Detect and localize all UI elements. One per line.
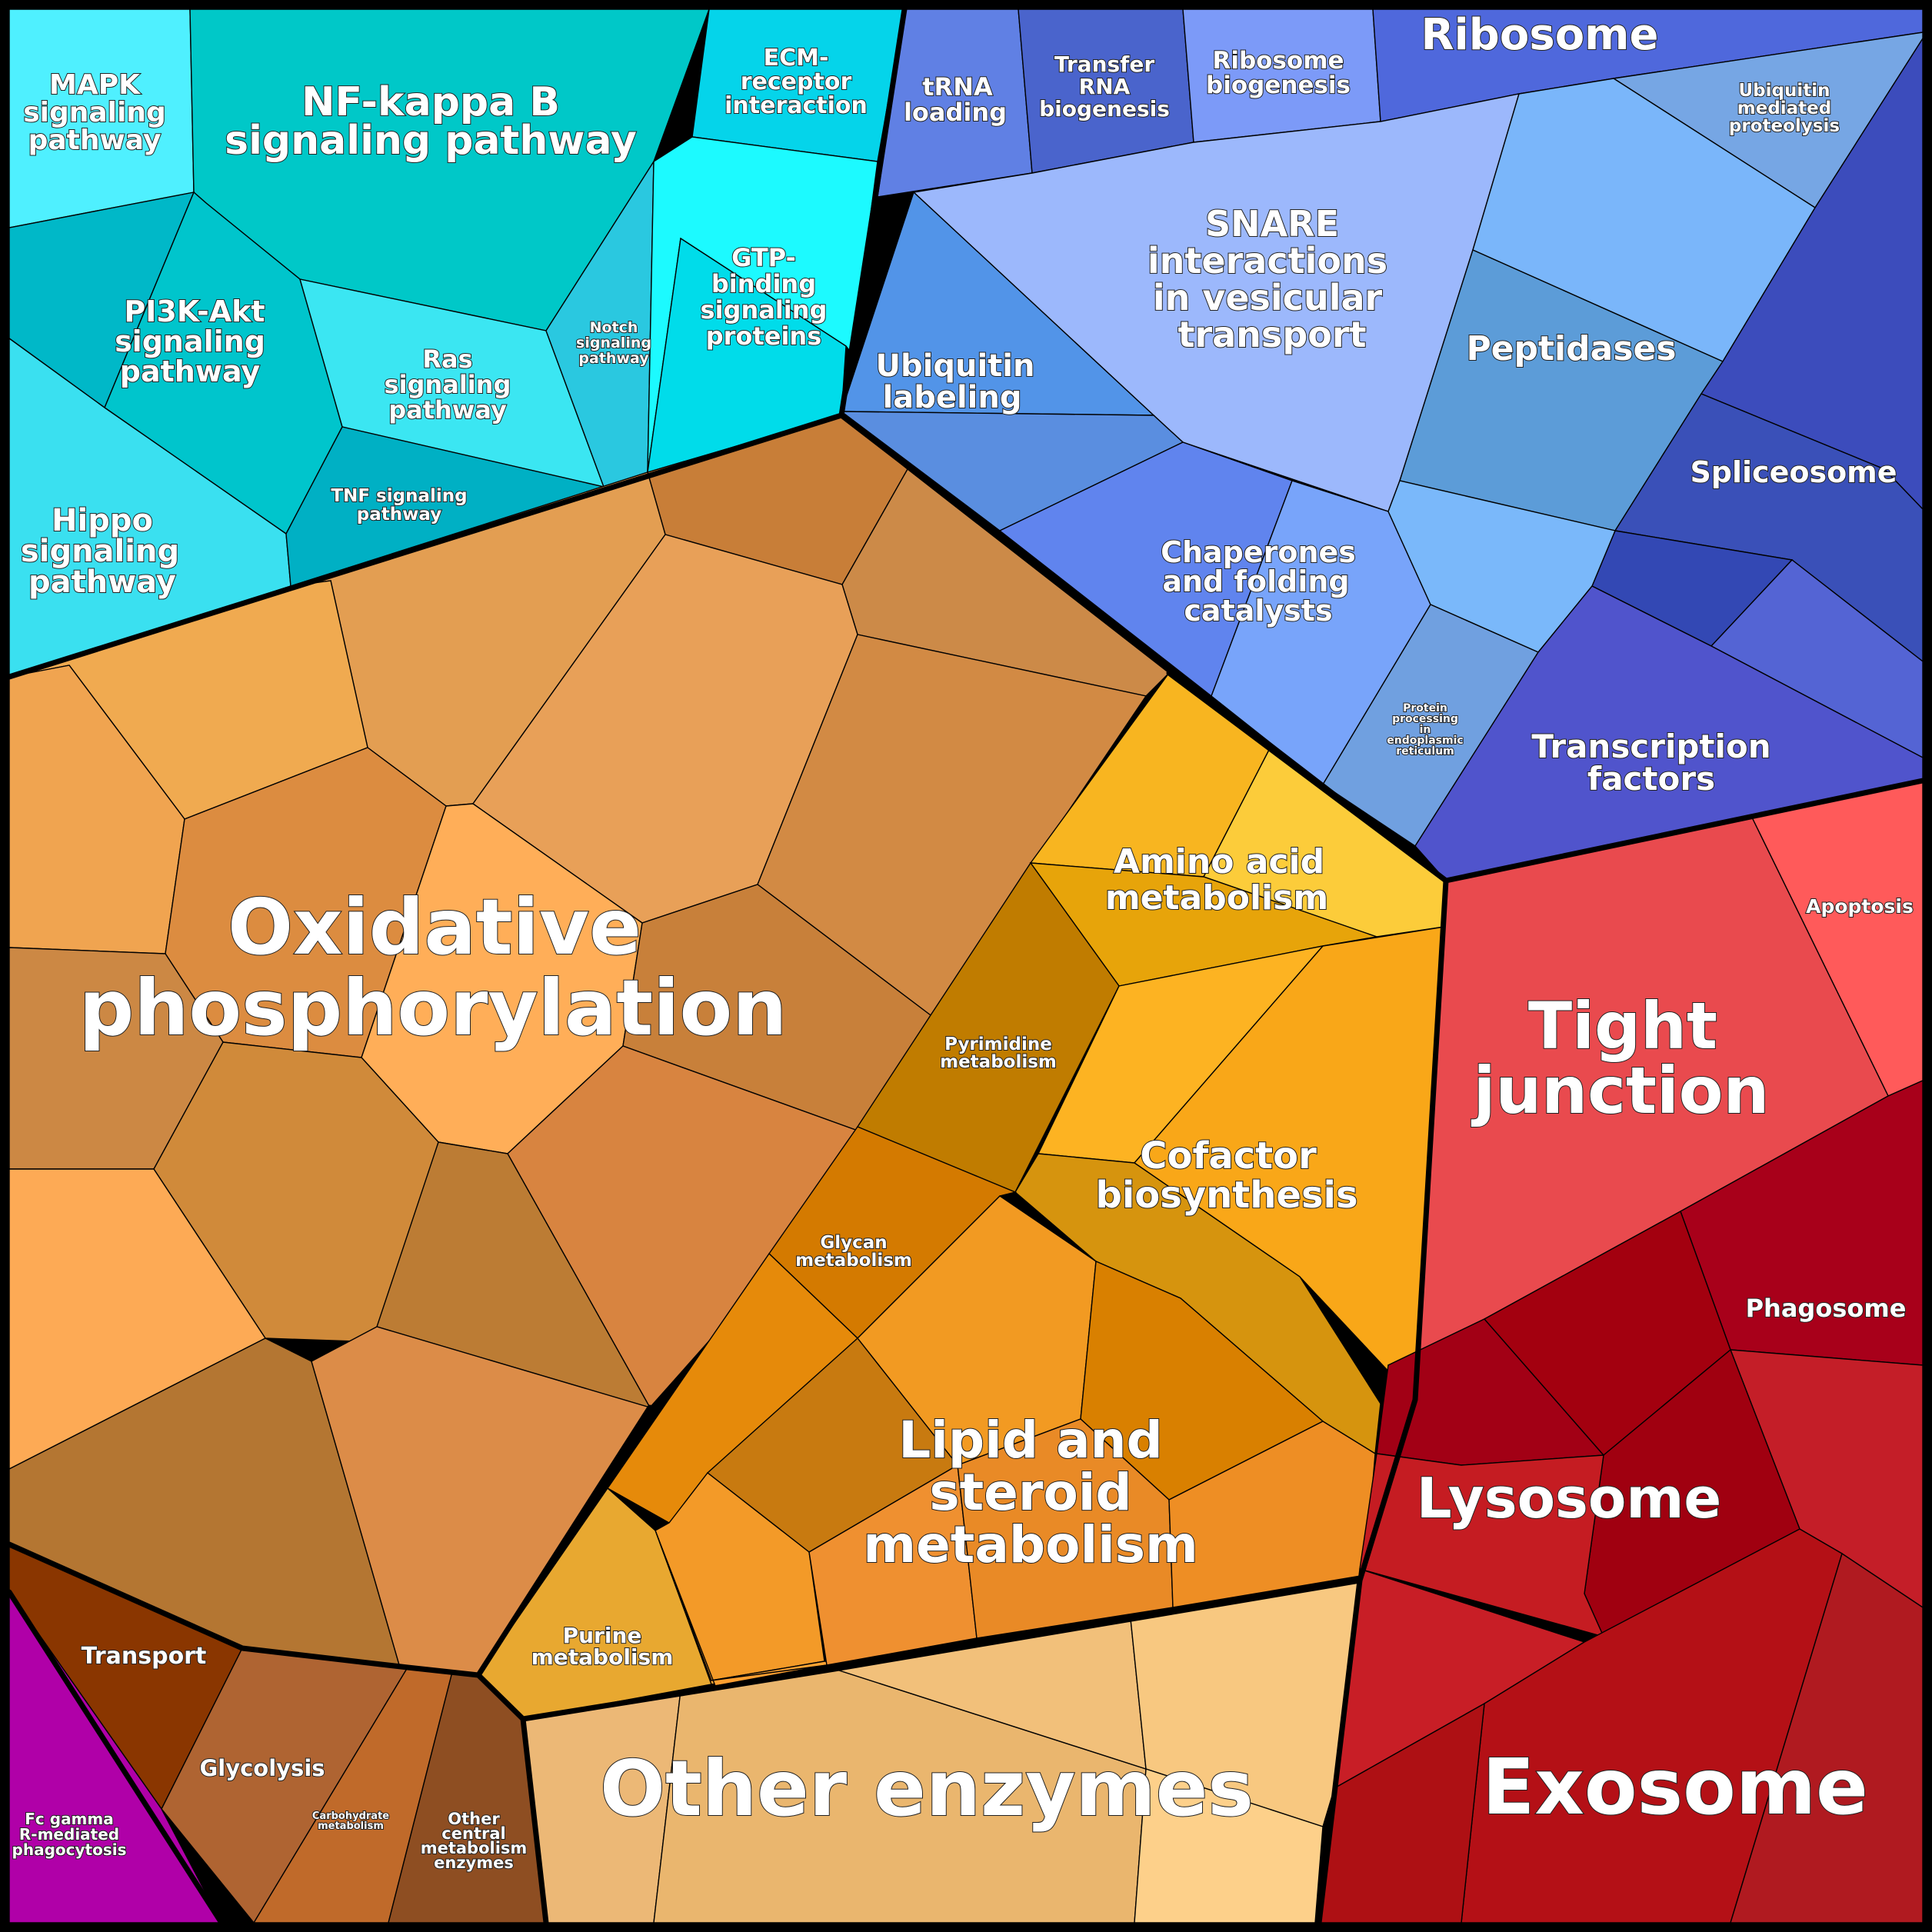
label-pyrim: Pyrimidine metabolism — [940, 1034, 1057, 1072]
label-exosome: Exosome — [1482, 1742, 1868, 1832]
label-cofactor: Cofactor biosynthesis — [1095, 1134, 1357, 1217]
label-oxphos: Oxidative phosphorylation — [79, 882, 788, 1053]
label-ubiq-lab: Ubiquitin labeling — [876, 348, 1035, 415]
label-ecm: ECM-receptor interaction — [724, 45, 868, 119]
label-glycolysis: Glycolysis — [199, 1755, 325, 1781]
cell-cofactor-b — [1133, 926, 1445, 1401]
label-tf: Transcription factors — [1531, 728, 1770, 798]
label-tnf: TNF signaling pathway — [331, 486, 467, 525]
label-purine: Purine metabolism — [531, 1623, 674, 1670]
label-hippo: Hippo signaling pathway — [21, 503, 179, 600]
label-ribo-bio: Ribosome biogenesis — [1206, 47, 1351, 99]
label-pi3k: PI3K-Akt signaling pathway — [115, 295, 265, 388]
label-carbo: Carbohydrate metabolism — [312, 1810, 389, 1832]
label-gtp: GTP-binding signaling proteins — [701, 243, 828, 351]
label-ras: Ras signaling pathway — [385, 345, 511, 425]
label-trna-bio: Transfer RNA biogenesis — [1039, 52, 1170, 122]
cell-lipid-10 — [655, 1530, 828, 1687]
signaling-region — [8, 8, 905, 678]
label-chaperones: Chaperones and folding catalysts — [1161, 535, 1356, 628]
label-snare: SNARE interactions in vesicular transport — [1148, 203, 1387, 355]
cell-oxphos-13 — [507, 1045, 859, 1409]
label-glycan: Glycan metabolism — [795, 1233, 912, 1271]
label-ubiq-prot: Ubiquitin mediated proteolysis — [1729, 81, 1840, 136]
label-aa: Amino acid metabolism — [1105, 842, 1328, 918]
label-lysosome: Lysosome — [1417, 1466, 1721, 1531]
label-phagosome: Phagosome — [1746, 1294, 1907, 1323]
label-notch: Notch signaling pathway — [576, 319, 651, 367]
label-other-enzymes: Other enzymes — [600, 1744, 1254, 1834]
label-lipid: Lipid and steroid metabolism — [863, 1411, 1198, 1574]
label-spliceosome: Spliceosome — [1690, 455, 1897, 489]
label-other-central: Other central metabolism enzymes — [421, 1810, 528, 1872]
label-tight: Tight junction — [1471, 988, 1770, 1128]
label-apoptosis: Apoptosis — [1806, 895, 1914, 918]
label-transport: Transport — [82, 1643, 207, 1670]
label-peptidases: Peptidases — [1466, 329, 1676, 368]
label-prot-proc: Protein processing in endoplasmic reticulum — [1387, 702, 1463, 758]
metabolism-region — [478, 672, 1447, 1720]
label-trna: tRNA loading — [904, 72, 1007, 127]
label-fc-gamma: Fc gamma R-mediated phagocytosis — [12, 1810, 127, 1859]
energy-region — [8, 415, 1171, 1676]
label-ribosome: Ribosome — [1421, 10, 1658, 60]
label-mapk: MAPK signaling pathway — [23, 69, 166, 156]
